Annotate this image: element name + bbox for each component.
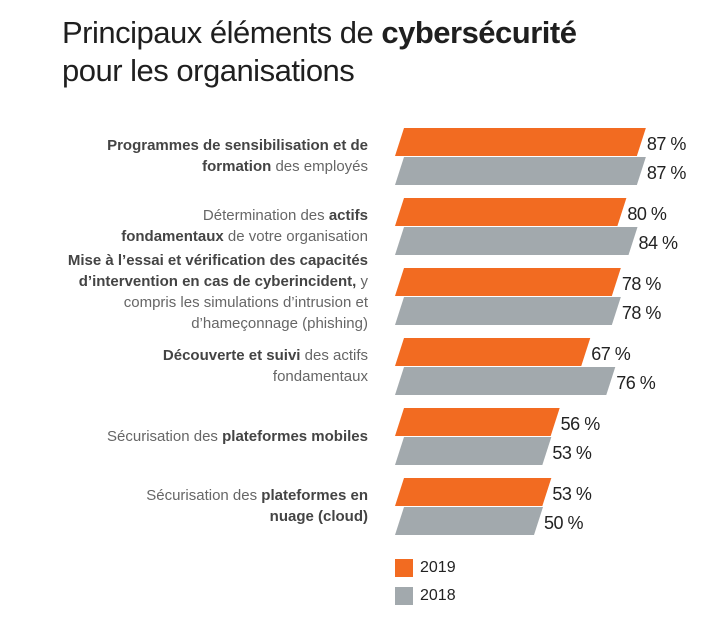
text: Sécurisation des [107, 427, 223, 445]
data-label: 84 % [639, 233, 679, 253]
bold-text: nuage (cloud) [269, 508, 368, 525]
text-line: compris les simulations d’intrusion et [28, 292, 368, 313]
text: pour les organisations [62, 53, 355, 88]
text: y [356, 273, 368, 290]
text-line: d’hameçonnage (phishing) [28, 313, 368, 334]
text: fondamentaux [272, 368, 368, 385]
bar-2018 [395, 437, 552, 465]
text-line: fondamentaux de votre organisation [28, 226, 368, 247]
bar-2019 [395, 198, 627, 226]
data-label: 80 % [627, 204, 667, 224]
category-label: Programmes de sensibilisation et de forma… [28, 135, 368, 177]
bold-text: actifs [328, 207, 368, 224]
data-label: 87 % [647, 134, 687, 154]
bar-2019 [395, 338, 591, 366]
category-label: Détermination des actifs fondamentaux de … [28, 205, 368, 247]
text-line: Détermination des actifs [28, 205, 368, 226]
bar-2018 [395, 507, 543, 535]
data-label: 78 % [622, 303, 662, 323]
category-label: Sécurisation des plateformes en nuage (cl… [28, 485, 368, 527]
category-label: Découverte et suivi des actifs fondamenta… [28, 345, 368, 387]
bar-2019 [395, 128, 646, 156]
data-label: 87 % [647, 163, 687, 183]
text-line: Mise à l’essai et vérification des capac… [28, 250, 368, 271]
bar-2019 [395, 268, 621, 296]
text-line: Principaux éléments de cybersécurité [62, 14, 577, 52]
bold-text: fondamentaux [121, 228, 224, 245]
data-label: 76 % [616, 373, 656, 393]
text: Principaux éléments de [62, 15, 382, 50]
bold-text: plateformes en [261, 487, 368, 504]
data-label: 56 % [561, 414, 601, 434]
legend-swatch-2018 [395, 587, 413, 605]
text: Sécurisation des [146, 487, 262, 504]
bar-2018 [395, 297, 621, 325]
text: compris les simulations d’intrusion et [123, 294, 368, 311]
bar-2018 [395, 367, 616, 395]
bar-2018 [395, 227, 638, 255]
bold-text: Découverte et suivi [162, 347, 301, 364]
text-line: Sécurisation des plateformes mobiles [28, 426, 368, 447]
data-label: 50 % [544, 513, 584, 533]
text-line: fondamentaux [28, 366, 368, 387]
legend-label: 2018 [420, 587, 456, 604]
text-line: pour les organisations [62, 52, 576, 90]
text: de votre organisation [223, 228, 368, 245]
data-label: 78 % [622, 274, 662, 294]
text-line: d’intervention en cas de cyberincident, … [28, 271, 368, 292]
bold-text: cybersécurité [381, 15, 577, 50]
legend-label: 2019 [420, 559, 456, 576]
bar-2018 [395, 157, 646, 185]
category-label: Sécurisation des plateformes mobiles [28, 426, 368, 447]
category-label: Mise à l’essai et vérification des capac… [28, 250, 368, 334]
text-line: Programmes de sensibilisation et de [28, 135, 368, 156]
bar-2019 [395, 478, 552, 506]
data-label: 53 % [552, 484, 592, 504]
legend-swatch-2019 [395, 559, 413, 577]
bold-text: d’intervention en cas de cyberincident, [78, 273, 357, 290]
data-label: 67 % [591, 344, 631, 364]
text-line: nuage (cloud) [28, 506, 368, 527]
bold-text: Mise à l’essai et vérification des capac… [67, 252, 368, 269]
bold-text: Programmes de sensibilisation et de [107, 137, 368, 154]
text: des actifs [300, 347, 368, 364]
data-label: 53 % [552, 443, 592, 463]
text: des employés [271, 158, 368, 175]
chart-title: Principaux éléments de cybersécurité pour… [62, 14, 577, 90]
text-line: formation des employés [28, 156, 368, 177]
text: d’hameçonnage (phishing) [191, 315, 368, 332]
text: Détermination des [202, 207, 329, 224]
bold-text: formation [202, 158, 272, 175]
bar-2019 [395, 408, 560, 436]
text-line: Sécurisation des plateformes en [28, 485, 368, 506]
text-line: Découverte et suivi des actifs [28, 345, 368, 366]
bold-text: plateformes mobiles [222, 427, 368, 445]
